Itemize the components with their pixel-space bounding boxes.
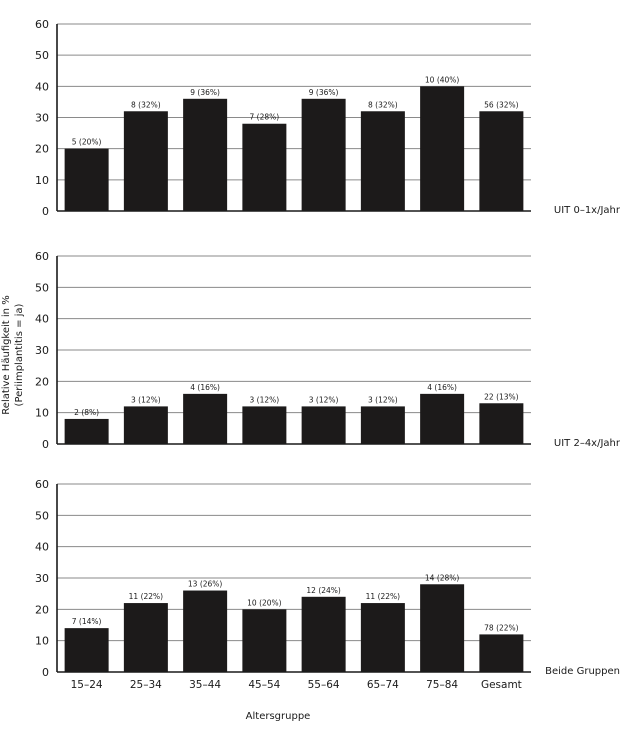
y-tick-label: 60 [35,250,49,263]
data-label: 2 (8%) [74,408,99,417]
x-tick-label: 75–84 [426,679,458,691]
data-label: 56 (32%) [484,100,519,109]
bar [479,634,524,672]
data-label: 9 (36%) [309,88,339,97]
bar [360,111,405,211]
data-label: 12 (24%) [306,586,341,595]
bar [301,98,346,211]
bar [420,393,465,444]
y-tick-label: 20 [35,143,49,156]
data-label: 10 (40%) [425,75,460,84]
data-label: 7 (14%) [72,617,102,626]
bar [479,403,524,444]
x-tick-label: 45–54 [248,679,280,691]
data-label: 4 (16%) [427,383,457,392]
y-tick-label: 20 [35,375,49,388]
bar [64,418,109,444]
x-tick-label: Gesamt [481,679,522,691]
y-tick-label: 50 [35,49,49,62]
y-tick-label: 0 [42,666,49,679]
bar [183,393,228,444]
data-label: 7 (28%) [250,113,280,122]
y-tick-label: 30 [35,572,49,585]
data-label: 3 (12%) [368,395,398,404]
y-tick-label: 50 [35,509,49,522]
bar [242,609,287,672]
bar [360,603,405,672]
y-tick-label: 10 [35,635,49,648]
data-label: 4 (16%) [190,383,220,392]
y-tick-label: 60 [35,18,49,31]
data-label: 13 (26%) [188,580,223,589]
data-label: 11 (22%) [129,592,164,601]
panel-label: UIT 2–4x/Jahr [554,438,621,449]
data-label: 14 (28%) [425,573,460,582]
bar [183,590,228,672]
x-axis-label: Altersgruppe [246,711,311,722]
y-tick-label: 20 [35,603,49,616]
bar [479,111,524,211]
y-axis-label-line1: Relative Häufigkeit in % [1,295,12,414]
data-label: 11 (22%) [366,592,401,601]
bar [360,406,405,444]
bar [301,596,346,672]
bar [123,406,168,444]
data-label: 8 (32%) [131,100,161,109]
x-tick-label: 65–74 [367,679,399,691]
data-label: 3 (12%) [309,395,339,404]
panel-label: Beide Gruppen [545,666,620,677]
data-label: 3 (12%) [250,395,280,404]
y-tick-label: 50 [35,281,49,294]
data-label: 78 (22%) [484,623,519,632]
y-tick-label: 0 [42,205,49,218]
y-tick-label: 40 [35,541,49,554]
bar [242,406,287,444]
data-label: 5 (20%) [72,138,102,147]
bar [420,86,465,211]
data-label: 22 (13%) [484,392,519,401]
x-tick-label: 15–24 [71,679,103,691]
y-tick-label: 10 [35,174,49,187]
bar [123,603,168,672]
y-tick-label: 10 [35,407,49,420]
y-tick-label: 40 [35,313,49,326]
y-tick-label: 40 [35,80,49,93]
data-label: 3 (12%) [131,395,161,404]
y-tick-label: 60 [35,478,49,491]
bar [420,584,465,672]
bar [64,628,109,672]
y-tick-label: 0 [42,438,49,451]
y-axis-label-line2: (Periimplantitis = ja) [14,303,25,406]
y-tick-label: 30 [35,112,49,125]
x-tick-label: 35–44 [189,679,221,691]
bar [64,148,109,211]
data-label: 9 (36%) [190,88,220,97]
bar [183,98,228,211]
bar [242,123,287,211]
data-label: 8 (32%) [368,100,398,109]
x-tick-label: 55–64 [308,679,340,691]
bar [123,111,168,211]
x-tick-label: 25–34 [130,679,162,691]
data-label: 10 (20%) [247,598,282,607]
bar [301,406,346,444]
panel-label: UIT 0–1x/Jahr [554,205,621,216]
y-tick-label: 30 [35,344,49,357]
